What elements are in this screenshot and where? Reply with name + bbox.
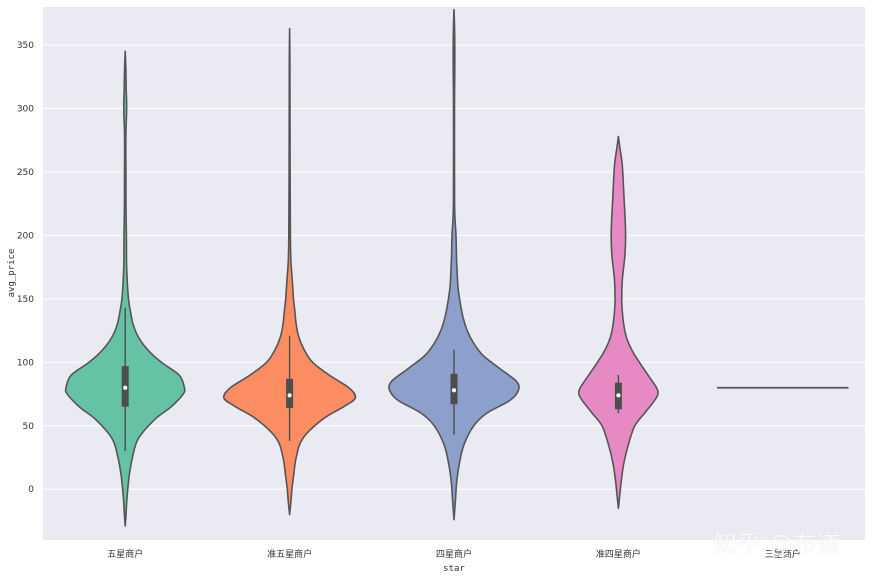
violin-body-2 bbox=[222, 27, 357, 516]
violin-body-1 bbox=[64, 50, 186, 527]
violin-3 bbox=[388, 8, 520, 521]
watermark-text: 知乎 @布道 bbox=[713, 530, 841, 558]
y-tick-label-100: 100 bbox=[17, 358, 34, 368]
violin-median-4 bbox=[616, 393, 621, 398]
y-tick-label-50: 50 bbox=[23, 422, 35, 432]
violins bbox=[64, 8, 849, 527]
violin-body-4 bbox=[577, 135, 659, 510]
x-tick-label-4: 准四星商户 bbox=[596, 548, 641, 560]
violin-body-3 bbox=[388, 8, 520, 521]
x-tick-label-3: 四星商户 bbox=[436, 548, 472, 560]
x-tick-label-1: 五星商户 bbox=[107, 548, 143, 560]
violin-1 bbox=[64, 50, 186, 527]
violin-median-3 bbox=[451, 388, 457, 393]
y-axis-label: avg_price bbox=[7, 249, 17, 298]
violin-median-1 bbox=[123, 385, 128, 390]
y-tick-label-200: 200 bbox=[17, 231, 34, 241]
x-tick-labels: 五星商户 准五星商户 四星商户 准四星商户 三星商户 bbox=[107, 548, 801, 560]
y-tick-label-150: 150 bbox=[17, 295, 34, 305]
y-tick-label-300: 300 bbox=[17, 105, 34, 115]
x-tick-label-2: 准五星商户 bbox=[267, 548, 312, 560]
violin-median-2 bbox=[287, 393, 292, 398]
x-tick-label-5: 三星商户 bbox=[765, 548, 801, 560]
x-axis-label: star bbox=[443, 564, 465, 574]
violin-2 bbox=[222, 27, 357, 516]
y-tick-labels: 0 50 100 150 200 250 300 350 bbox=[17, 41, 34, 495]
y-tick-label-250: 250 bbox=[17, 168, 34, 178]
y-tick-label-0: 0 bbox=[28, 485, 34, 495]
y-tick-label-350: 350 bbox=[17, 41, 34, 51]
violin-4 bbox=[577, 135, 659, 510]
